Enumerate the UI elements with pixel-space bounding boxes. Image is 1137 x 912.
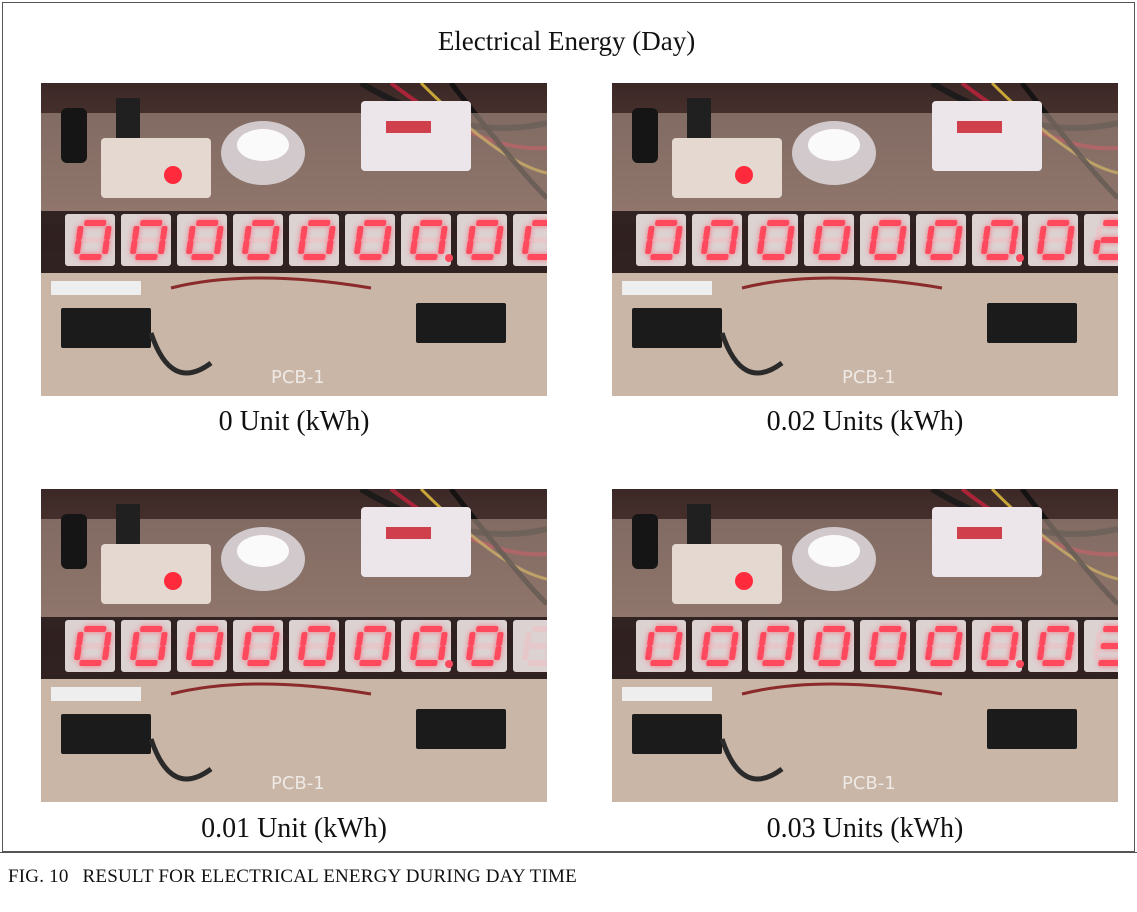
figure-caption-text: RESULT FOR ELECTRICAL ENERGY DURING DAY … — [82, 866, 577, 887]
meter-photo-3: PCB-1 — [41, 489, 547, 802]
circuit-board-photo: PCB-1 — [41, 83, 547, 396]
circuit-board-photo: PCB-1 — [41, 489, 547, 802]
circuit-board-photo: PCB-1 — [612, 489, 1118, 802]
circuit-board-photo: PCB-1 — [612, 83, 1118, 396]
svg-text:PCB-1: PCB-1 — [842, 773, 896, 794]
photo-caption-1: 0 Unit (kWh) — [218, 406, 370, 437]
svg-text:PCB-1: PCB-1 — [271, 773, 325, 794]
meter-photo-4: PCB-1 — [612, 489, 1118, 802]
photo-caption-4: 0.03 Units (kWh) — [766, 813, 964, 844]
photo-caption-3: 0.01 Unit (kWh) — [201, 813, 387, 844]
figure-divider — [0, 852, 1137, 853]
figure-title: Electrical Energy (Day) — [437, 26, 696, 56]
figure-frame — [2, 2, 1135, 852]
svg-text:PCB-1: PCB-1 — [271, 367, 325, 388]
figure-caption: FIG. 10 RESULT FOR ELECTRICAL ENERGY DURI… — [8, 866, 577, 888]
meter-photo-1: PCB-1 — [41, 83, 547, 396]
figure-number: FIG. 10 — [8, 866, 69, 887]
meter-photo-2: PCB-1 — [612, 83, 1118, 396]
photo-caption-2: 0.02 Units (kWh) — [766, 406, 964, 437]
svg-text:PCB-1: PCB-1 — [842, 367, 896, 388]
